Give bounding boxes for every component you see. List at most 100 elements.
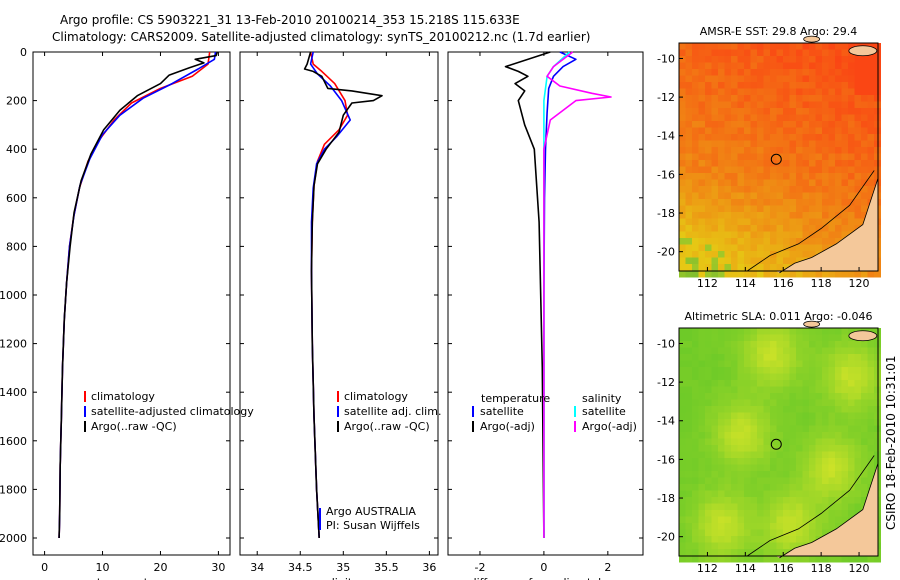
map-cell (796, 393, 803, 400)
map-cell (685, 153, 693, 161)
map-cell (757, 549, 764, 556)
map-cell (822, 464, 829, 472)
map-cell (705, 153, 712, 161)
map-cell (705, 555, 712, 563)
map-cell (835, 270, 842, 278)
series-line (543, 51, 612, 538)
map-cell (763, 43, 771, 50)
map-cell (757, 238, 764, 245)
map-cell (679, 536, 686, 543)
map-cell (692, 373, 699, 381)
map-cell (763, 341, 771, 348)
map-cell (789, 438, 797, 446)
map-cell (737, 328, 745, 335)
map-cell (835, 354, 842, 361)
map-cell (854, 173, 862, 180)
map-cell (867, 127, 875, 135)
map-cell (685, 328, 693, 335)
x-tick-label: 20 (153, 561, 167, 574)
map-cell (848, 108, 855, 115)
map-cell (705, 393, 712, 400)
map-cell (711, 445, 719, 452)
map-cell (685, 334, 693, 342)
map-cell (854, 490, 862, 498)
map-cell (711, 179, 719, 187)
map-cell (789, 205, 797, 213)
map-cell (718, 471, 725, 478)
map-cell (848, 153, 855, 161)
map-cell (757, 393, 764, 400)
map-cell (731, 477, 738, 485)
map-cell (724, 523, 732, 530)
map-cell (685, 354, 693, 361)
map-cell (692, 516, 699, 524)
map-cell (848, 205, 855, 213)
map-cell (848, 101, 855, 109)
map-cell (685, 464, 693, 472)
map-cell (822, 186, 829, 193)
map-cell (731, 88, 738, 96)
map-cell (841, 373, 849, 381)
y-tick-label: -18 (657, 207, 675, 220)
map-cell (835, 56, 842, 63)
map-cell (783, 451, 790, 459)
x-tick-label: 118 (811, 277, 832, 290)
map-cell (705, 490, 712, 498)
map-cell (737, 88, 745, 96)
map-cell (770, 471, 777, 478)
map-cell (861, 360, 868, 368)
map-cell (854, 419, 862, 426)
map-cell (679, 510, 686, 517)
map-cell (776, 62, 784, 70)
map-cell (815, 406, 823, 413)
map-cell (770, 212, 777, 219)
map-cell (848, 419, 855, 426)
map-cell (776, 179, 784, 187)
map-cell (731, 360, 738, 368)
map-cell (737, 380, 745, 387)
island (803, 320, 821, 328)
map-cell (776, 529, 784, 537)
map-cell (711, 43, 719, 50)
map-cell (822, 367, 829, 374)
map-cell (711, 477, 719, 485)
map-cell (828, 399, 836, 407)
map-cell (750, 555, 758, 563)
map-cell (757, 147, 764, 154)
map-cell (835, 218, 842, 226)
x-tick-label: 2 (604, 561, 611, 574)
map-cell (841, 108, 849, 115)
map-cell (744, 347, 751, 355)
map-cell (731, 438, 738, 446)
map-cell (854, 341, 862, 348)
map-cell (783, 75, 790, 83)
map-cell (802, 380, 810, 387)
map-cell (789, 471, 797, 478)
map-cell (854, 438, 862, 446)
legend-entry: climatology (91, 390, 155, 403)
map-cell (809, 503, 816, 511)
map-cell (757, 56, 764, 63)
map-cell (841, 270, 849, 278)
map-cell (828, 503, 836, 511)
map-cell (815, 179, 823, 187)
map-cell (731, 140, 738, 148)
map-cell (737, 549, 745, 556)
map-cell (783, 419, 790, 426)
map-cell (796, 451, 803, 459)
map-cell (737, 108, 745, 115)
map-cell (789, 347, 797, 355)
map-cell (776, 166, 784, 174)
map-cell (763, 445, 771, 452)
map-cell (776, 334, 784, 342)
map-cell (783, 264, 790, 271)
map-cell (815, 199, 823, 206)
map-cell (828, 516, 836, 524)
map-cell (828, 173, 836, 180)
map-cell (867, 419, 875, 426)
map-cell (698, 419, 706, 426)
axes-frame (447, 51, 644, 556)
map-cell (731, 231, 738, 239)
map-cell (705, 82, 712, 89)
map-cell (770, 140, 777, 148)
